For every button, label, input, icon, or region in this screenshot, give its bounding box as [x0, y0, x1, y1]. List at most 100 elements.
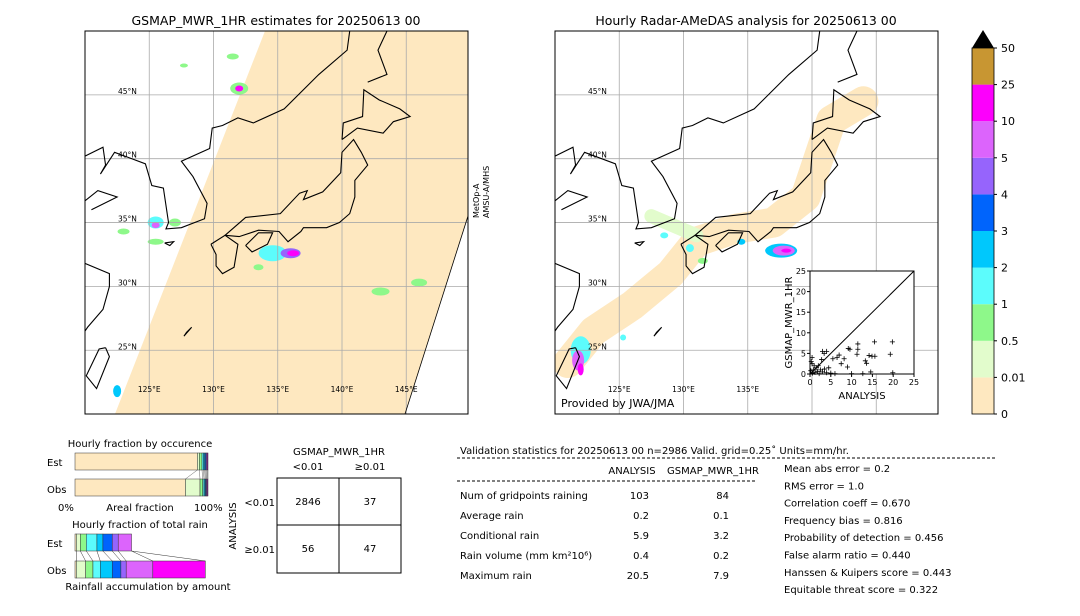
lon-label: 140°E: [331, 385, 354, 394]
stats-header: Validation statistics for 20250613 00 n=…: [460, 445, 849, 457]
total-rain-title: Hourly fraction of total rain: [72, 520, 208, 531]
cell-miss: 56: [302, 544, 315, 555]
stat-analysis: 103: [630, 491, 649, 502]
occurrence-title: Hourly fraction by occurence: [68, 439, 212, 450]
col-label-0: <0.01: [293, 462, 324, 473]
sensor-label-1: MetOp-A: [472, 183, 481, 218]
stat-label: Rain volume (mm km²10⁶): [460, 551, 592, 562]
obs-rain-segment: [121, 561, 126, 578]
score-line: RMS error = 1.0: [784, 481, 864, 492]
rain-cell: [372, 288, 390, 296]
colorbar-tick-label: 0.5: [1001, 335, 1019, 348]
colorbar-segment: [972, 231, 994, 268]
colorbar-tick-label: 50: [1001, 42, 1015, 55]
occ-xlabel: Areal fraction: [106, 503, 173, 514]
y-tick-label: 20: [796, 288, 806, 297]
coastline: [85, 191, 117, 210]
connector-line: [103, 551, 112, 561]
score-line: Correlation coeff = 0.670: [784, 499, 910, 510]
colorbar-tick-label: 4: [1001, 188, 1008, 201]
score-line: Probability of detection = 0.456: [784, 533, 943, 544]
row-label-1: ≥0.01: [244, 545, 275, 556]
coastline: [85, 263, 109, 331]
score-line: Equitable threat score = 0.322: [784, 585, 938, 596]
rain-cell: [148, 239, 164, 245]
lon-label: 125°E: [138, 385, 161, 394]
lon-label: 135°E: [736, 385, 759, 394]
stat-label: Average rain: [460, 511, 524, 522]
cell-hit: 47: [364, 544, 377, 555]
coastline: [555, 191, 587, 210]
colorbar-tick-label: 0: [1001, 408, 1008, 421]
colorbar-segment: [972, 48, 994, 85]
colorbar-extend-arrow: [972, 30, 994, 48]
obs-rain-segment: [100, 561, 112, 578]
obs-occurrence-segment: [207, 479, 208, 496]
stat-analysis: 0.2: [633, 511, 649, 522]
stat-gsmap: 3.2: [713, 531, 729, 542]
cell-false-alarm: 37: [364, 497, 377, 508]
occ-xmin: 0%: [58, 503, 74, 514]
scatter-ylabel: GSMAP_MWR_1HR: [784, 277, 795, 369]
est-rain-segment: [112, 534, 118, 551]
stat-gsmap: 84: [716, 491, 729, 502]
validation-stats: Validation statistics for 20250613 00 n=…: [457, 445, 997, 596]
stat-label: Conditional rain: [460, 531, 539, 542]
obs-rain-segment: [112, 561, 121, 578]
x-tick-label: 15: [867, 378, 877, 387]
y-tick-label: 10: [796, 329, 806, 338]
credit-text: Provided by JWA/JMA: [561, 397, 675, 410]
obs-rain-segment: [76, 561, 85, 578]
lon-label: 130°E: [202, 385, 225, 394]
score-line: False alarm ratio = 0.440: [784, 551, 911, 562]
rain-cell: [118, 228, 130, 234]
colorbar-tick-label: 25: [1001, 79, 1015, 92]
est-occurrence-segment: [197, 453, 199, 470]
colorbar-segment: [972, 268, 994, 305]
contingency-table: GSMAP_MWR_1HR <0.01 ≥0.01 ANALYSIS <0.01…: [228, 447, 401, 573]
obs-rain-segment: [153, 561, 206, 578]
rain-cell: [152, 222, 160, 228]
coastline: [86, 348, 109, 389]
lat-label: 35°N: [118, 215, 137, 224]
lon-label: 125°E: [608, 385, 631, 394]
connector-line: [97, 551, 100, 561]
est-occurrence-segment: [199, 453, 202, 470]
rain-cell: [781, 249, 791, 253]
rain-cell: [698, 258, 708, 264]
obs-rain-segment: [126, 561, 153, 578]
est-occurrence-segment: [207, 453, 208, 470]
scatter-xlabel: ANALYSIS: [838, 391, 885, 402]
obs-occurrence-segment: [75, 479, 185, 496]
est-rain-segment: [97, 534, 103, 551]
rain-cell: [660, 232, 668, 238]
sensor-label-2: AMSU-A/MHS: [482, 166, 491, 218]
rain-cell: [235, 85, 243, 91]
rain-xlabel: Rainfall accumulation by amount: [65, 582, 230, 593]
rain-cell: [411, 279, 427, 287]
rain-cell: [253, 264, 263, 270]
row-axis-label: ANALYSIS: [228, 502, 239, 549]
colorbar-segment: [972, 158, 994, 195]
lat-label: 25°N: [588, 342, 607, 351]
colorbar-segment: [972, 85, 994, 122]
lat-label: 35°N: [588, 215, 607, 224]
stat-label: Maximum rain: [460, 571, 532, 582]
rain-obs-label: Obs: [47, 566, 66, 577]
occurrence-bars: [75, 453, 208, 496]
coastline: [838, 31, 857, 82]
colorbar-tick-label: 10: [1001, 115, 1015, 128]
est-occurrence-segment: [75, 453, 197, 470]
lat-label: 30°N: [588, 278, 607, 287]
coastline: [654, 327, 662, 336]
est-rain-segment: [80, 534, 86, 551]
colorbar-tick-label: 3: [1001, 225, 1008, 238]
connector-line: [86, 551, 93, 561]
rain-cell: [620, 334, 626, 340]
cell-hit-none: 2846: [295, 497, 320, 508]
colorbar-segment: [972, 194, 994, 231]
lon-label: 130°E: [672, 385, 695, 394]
connector-line: [199, 470, 200, 479]
